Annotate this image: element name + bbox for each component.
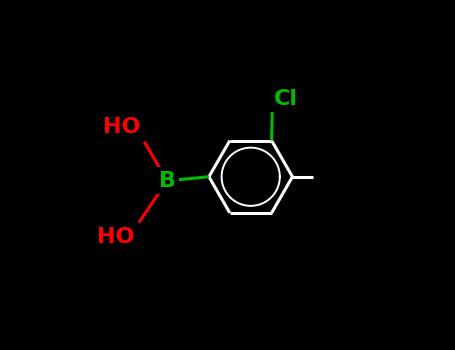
Text: B: B [159, 171, 176, 191]
Text: HO: HO [102, 117, 140, 137]
Text: Cl: Cl [274, 89, 298, 108]
Text: HO: HO [97, 228, 135, 247]
